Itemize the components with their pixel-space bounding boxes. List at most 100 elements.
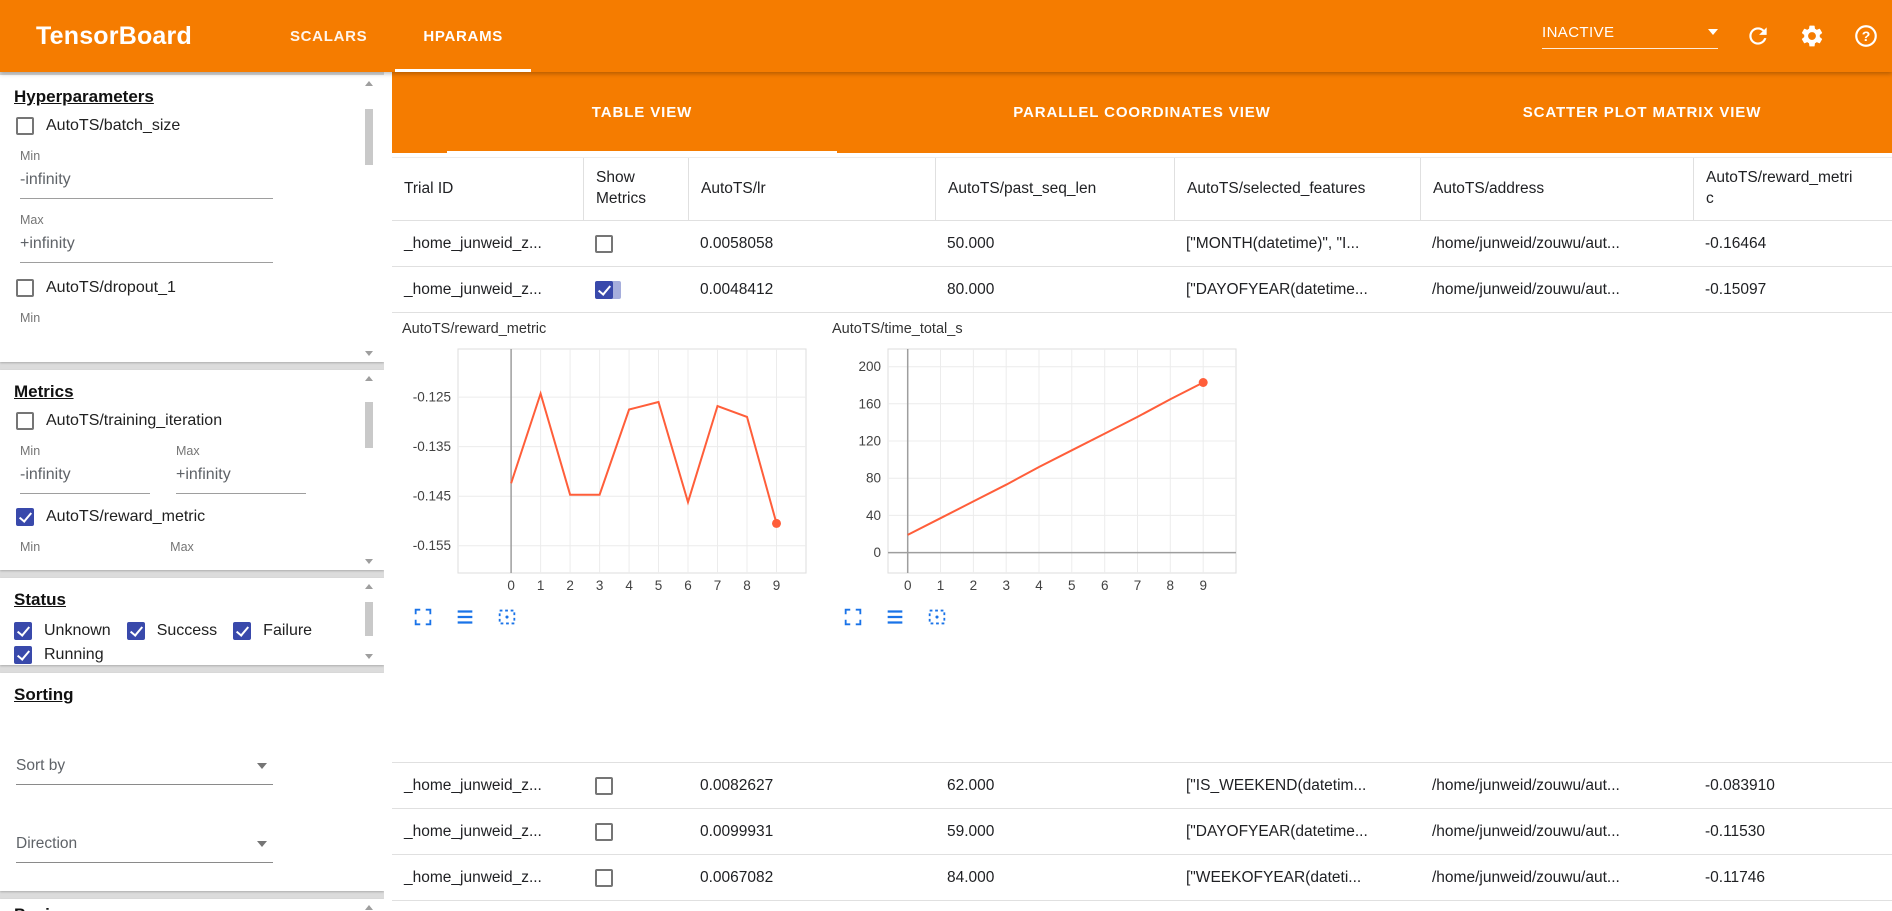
zoom-select-icon[interactable] [496,606,518,628]
unknown-checkbox[interactable] [14,622,32,640]
show-metrics-cell [583,221,688,266]
scroll-up-icon[interactable] [365,584,373,589]
view-data-icon[interactable] [454,606,476,628]
metric-reward-row[interactable]: AutoTS/reward_metric [16,508,370,526]
column-header: Show Metrics [583,158,688,220]
svg-text:3: 3 [596,578,604,593]
reward-metric-cell: -0.083910 [1705,776,1775,794]
show-metrics-checkbox[interactable] [595,234,613,253]
show-metrics-checkbox[interactable] [595,868,613,887]
success-checkbox[interactable] [126,622,145,640]
panel-scrollbar[interactable] [364,584,374,659]
scroll-thumb[interactable] [365,602,373,636]
app-title: TensorBoard [36,21,192,50]
svg-text:2: 2 [970,578,978,593]
past-seq-len-cell: 84.000 [947,868,995,886]
batch-size-checkbox[interactable] [16,117,34,135]
show-metrics-checkbox[interactable] [595,280,613,299]
top-bar: TensorBoard SCALARS HPARAMS INACTIVE ? [0,0,1892,72]
running-checkbox[interactable] [14,646,32,664]
status-success-row[interactable]: Success [126,622,217,640]
reward-metric-checkbox[interactable] [16,508,34,526]
scroll-up-icon[interactable] [365,905,373,910]
run-status-value: INACTIVE [1542,23,1615,41]
dropout-checkbox[interactable] [16,279,34,297]
scroll-down-icon[interactable] [365,654,373,659]
expand-chart-icon[interactable] [842,606,864,628]
show-metrics-checkbox[interactable] [595,822,613,841]
metric-training-iteration-row[interactable]: AutoTS/training_iteration [16,412,370,430]
table-row[interactable]: _home_junweid_z... 0.0048412 80.000 ["DA… [392,267,1892,313]
scroll-down-icon[interactable] [365,559,373,564]
hparam-dropout-row[interactable]: AutoTS/dropout_1 [16,279,370,297]
sort-by-select[interactable]: Sort by [16,757,273,785]
svg-text:1: 1 [937,578,945,593]
tab-scatter-plot-matrix-view[interactable]: SCATTER PLOT MATRIX VIEW [1522,104,1762,121]
time-total-chart[interactable]: 0 40 80 120 160 200 0 1 2 3 4 5 6 7 8 9 [830,341,1244,598]
panel-scrollbar[interactable] [364,376,374,564]
tab-hparams[interactable]: HPARAMS [395,0,531,72]
failure-checkbox[interactable] [233,622,252,640]
svg-text:?: ? [1862,28,1871,44]
min-input[interactable]: -infinity [20,171,273,199]
refresh-icon[interactable] [1744,22,1772,50]
past-seq-len-cell: 80.000 [947,280,995,298]
direction-select[interactable]: Direction [16,835,273,863]
gear-icon[interactable] [1798,22,1826,50]
column-header: AutoTS/selected_features [1174,158,1420,220]
reward-metric-cell: -0.15097 [1705,280,1767,298]
min-label: Min [20,149,41,163]
scroll-down-icon[interactable] [365,351,373,356]
status-unknown-row[interactable]: Unknown [14,622,111,640]
column-header: AutoTS/past_seq_len [935,158,1174,220]
status-title: Status [14,590,66,609]
trial-id-cell: _home_junweid_z... [404,234,542,252]
status-failure-row[interactable]: Failure [233,622,312,640]
reward-metric-cell: -0.11746 [1705,868,1766,886]
show-metrics-checkbox[interactable] [595,776,613,795]
panel-scrollbar[interactable] [364,81,374,356]
training-iteration-checkbox[interactable] [16,412,34,430]
scroll-up-icon[interactable] [365,376,373,381]
max-input[interactable]: +infinity [20,235,273,263]
svg-text:40: 40 [866,508,881,523]
run-status-select[interactable]: INACTIVE [1542,24,1718,49]
time-total-chart-block: AutoTS/time_total_s 0 40 80 120 160 200 0 1 2 3 4 5… [830,321,1244,628]
hyperparameters-panel: Hyperparameters AutoTS/batch_size Min -i… [0,75,384,362]
past-seq-len-cell: 59.000 [947,822,995,840]
table-row[interactable]: _home_junweid_z... 0.0082627 62.000 ["IS… [392,763,1892,809]
metrics-panel: Metrics AutoTS/training_iteration Min -i… [0,370,384,570]
svg-text:0: 0 [873,545,881,560]
lr-cell: 0.0058058 [700,234,774,252]
svg-text:4: 4 [1035,578,1043,593]
tab-scalars[interactable]: SCALARS [289,27,368,45]
expand-chart-icon[interactable] [412,606,434,628]
svg-text:2: 2 [566,578,574,593]
svg-text:-0.155: -0.155 [413,538,451,553]
reward-metric-chart[interactable]: -0.125 -0.135 -0.145 -0.155 0 1 2 3 4 5 6 7 8 9 [400,341,814,598]
lr-cell: 0.0067082 [700,868,774,886]
column-header: AutoTS/reward_metric [1693,158,1892,220]
lr-cell: 0.0048412 [700,280,774,298]
hparam-batch-size-row[interactable]: AutoTS/batch_size [16,117,370,135]
status-running-row[interactable]: Running [14,646,104,664]
zoom-select-icon[interactable] [926,606,948,628]
address-cell: /home/junweid/zouwu/aut... [1432,234,1620,252]
view-data-icon[interactable] [884,606,906,628]
help-icon[interactable]: ? [1852,22,1880,50]
scroll-up-icon[interactable] [365,81,373,86]
chart-title: AutoTS/reward_metric [402,321,547,337]
table-row[interactable]: _home_junweid_z... 0.0058058 50.000 ["MO… [392,221,1892,267]
checkbox-label: AutoTS/training_iteration [46,412,223,429]
table-row[interactable]: _home_junweid_z... 0.0067082 84.000 ["WE… [392,855,1892,901]
max-input[interactable]: +infinity [176,466,306,494]
table-row[interactable]: _home_junweid_z... 0.0099931 59.000 ["DA… [392,809,1892,855]
scroll-thumb[interactable] [365,402,373,448]
hparams-sidebar: Hyperparameters AutoTS/batch_size Min -i… [0,72,384,911]
tab-table-view[interactable]: TABLE VIEW [392,72,892,153]
scroll-thumb[interactable] [365,109,373,165]
min-input[interactable]: -infinity [20,466,150,494]
tab-parallel-coordinates-view[interactable]: PARALLEL COORDINATES VIEW [1013,104,1271,121]
max-label: Max [170,540,194,554]
panel-scrollbar[interactable] [364,905,374,911]
